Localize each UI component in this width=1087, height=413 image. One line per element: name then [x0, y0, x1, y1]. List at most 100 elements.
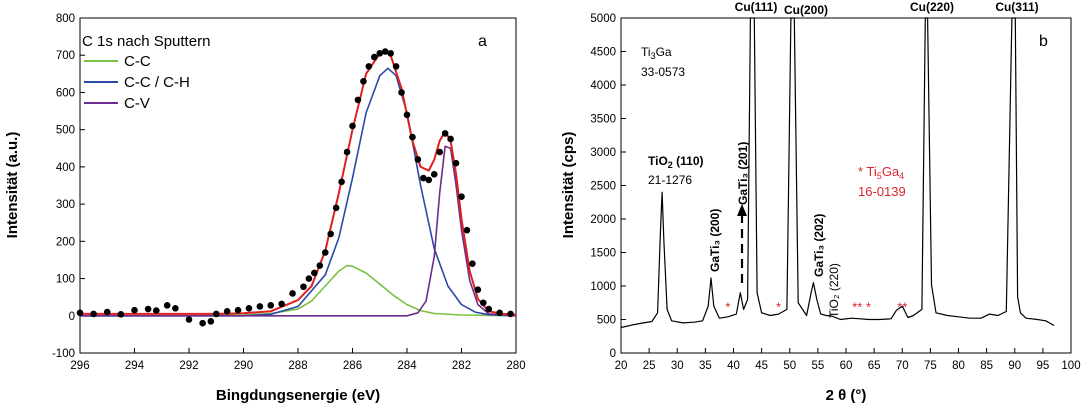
panel-a-data-point [267, 302, 275, 309]
ti5ga4-card: 16-0139 [858, 184, 906, 199]
panel-b-ytick-label: 3500 [590, 114, 616, 126]
ti5ga4-star-marker: * [776, 299, 781, 314]
panel-a-data-point [392, 63, 400, 70]
panel-a-data-point [117, 310, 125, 318]
panel-a-data-point [144, 305, 152, 313]
panel-a-data-point [354, 96, 362, 104]
panel-a-data-point [441, 130, 449, 137]
panel-a-data-point [332, 204, 340, 212]
ti5ga4-star-marker: ** [852, 299, 862, 314]
tio2-110-card: 21-1276 [648, 173, 692, 187]
panel-a-ytick-label: -100 [52, 348, 75, 360]
panel-a-data-point [172, 305, 179, 312]
panel-b: 20 25 30 35 40 45 50 55 60 65 70 75 80 85 90 95 10005001… [560, 0, 1081, 404]
tio2-110-label: TiO2 (110) [648, 154, 703, 170]
panel-b-ytick-label: 1000 [590, 281, 616, 293]
panel-a-ytick-label: 400 [56, 162, 75, 174]
panel-b-xtick-label: 35 [699, 360, 712, 372]
panel-b-ytick-label: 500 [597, 315, 616, 327]
panel-a-data-point [360, 77, 367, 85]
panel-a-data-point [185, 316, 193, 323]
panel-a-data-point [199, 319, 206, 327]
panel-b-xtick-label: 45 [755, 360, 768, 372]
panel-a-data-point [409, 133, 416, 141]
panel-a-ytick-label: 700 [56, 50, 75, 62]
panel-a-ytick-label: 500 [56, 125, 75, 137]
panel-a-data-point [371, 53, 378, 61]
panel-a-data-point [90, 310, 97, 318]
ti5ga4-star-marker: ** [897, 299, 907, 314]
ti5ga4-star-marker: * [725, 299, 730, 314]
panel-a-ytick-label: 600 [56, 87, 75, 99]
cu220-label: Cu(220) [910, 0, 954, 14]
panel-b-xtick-label: 40 [727, 360, 740, 372]
panel-a-data-point [103, 308, 111, 316]
panel-a-xtick-label: 282 [452, 360, 471, 372]
panel-b-ytick-label: 5000 [590, 13, 616, 25]
panel-b-xtick-label: 65 [868, 360, 881, 372]
panel-b-xtick-label: 50 [783, 360, 796, 372]
panel-b-ytick-label: 3000 [590, 147, 616, 159]
panel-b-xtick-label: 90 [1008, 360, 1021, 372]
panel-a-data-point [278, 300, 285, 308]
panel-a-ytick-label: 100 [56, 274, 75, 286]
gati3-201-label: GaTi₃ (201) [736, 142, 750, 205]
panel-a-data-point [365, 63, 373, 70]
panel-b-xtick-label: 95 [1036, 360, 1049, 372]
panel-b-series-xrd [620, 17, 1055, 329]
panel-a-data-point [245, 305, 253, 312]
panel-b-ytick-label: 4000 [590, 80, 616, 92]
legend-label: C-C [124, 53, 151, 70]
panel-a-data-point [398, 89, 405, 96]
panel-a-data-point [447, 135, 454, 143]
panel-b-xtick-label: 100 [1061, 360, 1080, 372]
panel-a-data-point [414, 156, 422, 163]
panel-a-xtick-label: 296 [70, 360, 89, 372]
panel-b-xtick-label: 60 [840, 360, 853, 372]
panel-b-xtick-label: 70 [896, 360, 909, 372]
ti5ga4-label: * Ti5Ga4 [858, 164, 904, 181]
panel-a-data-point [436, 148, 444, 156]
panel-a-xtick-label: 294 [125, 360, 145, 372]
panel-a-data-point [321, 249, 329, 256]
panel-a-data-point [289, 290, 296, 297]
panel-b-xtick-label: 80 [952, 360, 965, 372]
panel-a-letter: a [478, 33, 487, 50]
panel-a-data-point [305, 275, 313, 282]
panel-a-data-point [316, 262, 324, 269]
panel-b-xtick-label: 75 [924, 360, 937, 372]
panel-b-ytick-label: 2000 [590, 214, 616, 226]
panel-a-data-point [430, 171, 438, 178]
panel-a-ytick-label: 300 [56, 199, 75, 211]
panel-a-data-point [458, 193, 465, 200]
panel-a-data-point [343, 148, 351, 156]
panel-a-data-point [507, 310, 514, 318]
cu111-label: Cu(111) [735, 0, 778, 14]
phase-ti3ga-card: 33-0573 [641, 65, 685, 79]
panel-a-xtick-label: 286 [343, 360, 362, 372]
panel-b-xlabel: 2 θ (°) [826, 387, 867, 404]
panel-a-ytick-label: 800 [56, 13, 75, 25]
panel-b-xtick-label: 20 [615, 360, 628, 372]
ti5ga4-star-marker: * [866, 299, 871, 314]
panel-b-ytick-label: 4500 [590, 47, 616, 59]
panel-a-data-point [338, 178, 345, 186]
panel-a-data-point [207, 318, 215, 325]
panel-a-xtick-label: 292 [179, 360, 198, 372]
panel-a-ytick-label: 0 [69, 311, 75, 323]
phase-ti3ga-label: Ti3Ga [641, 45, 672, 61]
panel-b-xtick-label: 25 [643, 360, 656, 372]
gati3-201-arrowhead [737, 204, 747, 216]
panel-a: 296 294 292 290 288 286 284 282 280 -100 0 100 200 30… [4, 13, 526, 404]
panel-a-ylabel: Intensität (a.u.) [4, 132, 21, 239]
panel-a-data-point [327, 230, 335, 238]
panel-b-ylabel: Intensität (cps) [560, 132, 577, 239]
panel-b-ytick-label: 0 [610, 348, 616, 360]
panel-a-ytick-label: 200 [56, 236, 75, 248]
panel-a-data-point [153, 307, 160, 314]
panel-a-data-point [452, 159, 460, 167]
panel-a-data-point [381, 48, 389, 55]
panel-b-xtick-label: 55 [811, 360, 824, 372]
panel-a-xtick-label: 290 [234, 360, 253, 372]
